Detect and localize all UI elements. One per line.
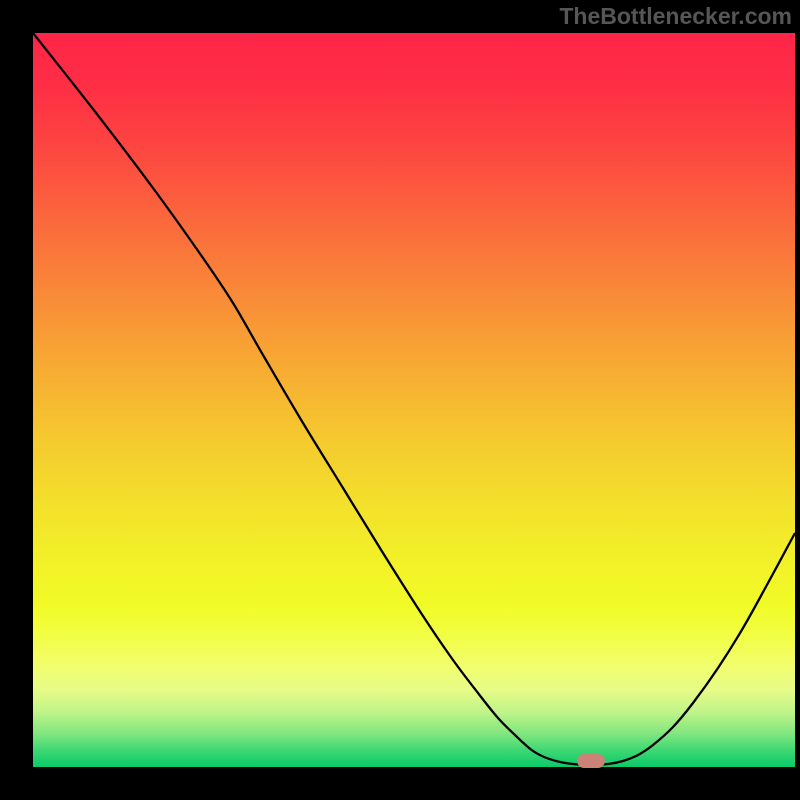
bottleneck-curve [33, 33, 795, 765]
plot-area [33, 33, 795, 767]
watermark-text: TheBottlenecker.com [559, 3, 792, 30]
optimal-marker [577, 754, 605, 768]
frame-right [795, 0, 800, 800]
frame-left [0, 0, 33, 800]
curve-svg [33, 33, 795, 767]
chart-container: TheBottlenecker.com [0, 0, 800, 800]
frame-bot [0, 767, 800, 800]
